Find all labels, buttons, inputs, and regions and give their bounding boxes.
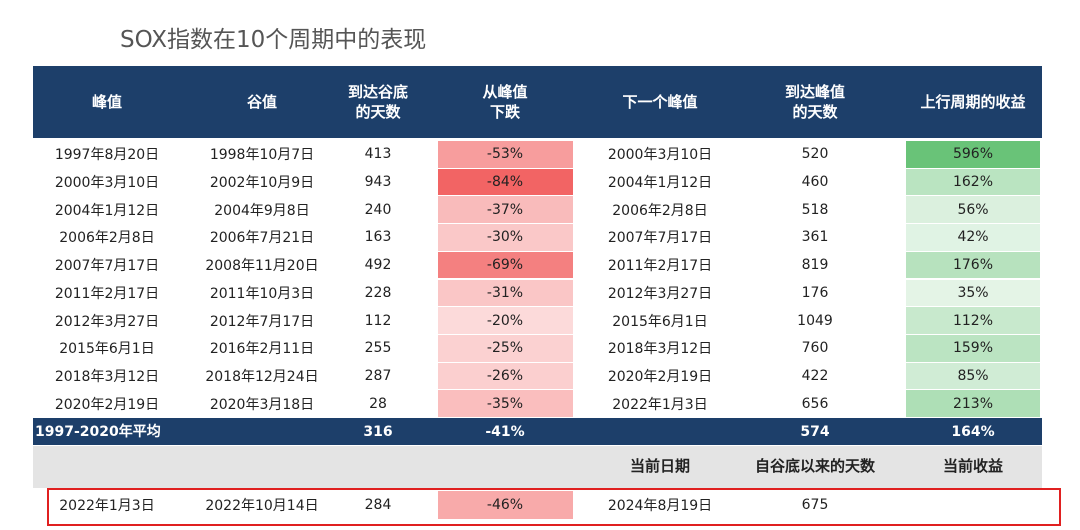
header-cell: 上行周期的收益 [920,93,1026,111]
table-cell: 2012年3月27日 [607,285,713,302]
table-cell: 2018年3月12日 [607,341,713,358]
table-cell: 1997年8月20日 [54,147,160,164]
table-cell: 112 [364,312,392,329]
table-cell: 2011年2月17日 [54,285,160,302]
table-cell: 2006年2月8日 [59,230,155,247]
table-cell: 2012年3月27日 [54,313,160,330]
table-cell: 819 [801,257,829,274]
table-cell: -53% [437,141,573,168]
table-cell: 287 [364,367,392,384]
average-band [33,418,1042,445]
table-cell: 2008年11月20日 [205,258,319,275]
table-cell: -26% [437,362,573,390]
current-cell: 284 [364,497,392,513]
table-cell: 2018年12月24日 [205,368,319,385]
table-cell: 28 [369,395,387,412]
current-header-cell: 当前收益 [942,456,1003,475]
table-cell: 2016年2月11日 [209,341,315,358]
table-cell: 2020年2月19日 [54,396,160,413]
table-cell: 2018年3月12日 [54,368,160,385]
table-cell: 35% [906,279,1040,307]
table-cell: 460 [801,174,829,191]
current-cell: 675 [801,497,829,513]
table-cell: 492 [364,257,392,274]
table-cell: 2007年7月17日 [607,230,713,247]
header-cell: 从峰值 下跌 [482,83,528,121]
current-header-cell: 当前日期 [629,456,690,475]
table-cell: 943 [364,174,392,191]
table-cell: 2015年6月1日 [612,313,708,330]
current-header-band [33,446,1042,488]
table-cell: 228 [364,284,392,301]
table-cell: 596% [906,141,1040,168]
table-cell: 56% [906,196,1040,224]
table-cell: -20% [437,307,573,334]
header-cell: 谷值 [246,93,277,111]
table-cell: 176% [906,251,1040,279]
table-cell: -25% [437,334,573,362]
table-cell: 520 [801,146,829,163]
table-cell: 1049 [797,312,833,329]
table-cell: 413 [364,146,392,163]
table-cell: 2004年1月12日 [607,175,713,192]
table-cell: 2002年10月9日 [209,175,315,192]
table-cell: 2007年7月17日 [54,258,160,275]
table-cell: 2015年6月1日 [59,341,155,358]
table-cell: 213% [906,390,1040,417]
current-cell: 2024年8月19日 [607,498,713,514]
table-cell: 112% [906,307,1040,334]
table-cell: 85% [906,362,1040,390]
table-cell: 162% [906,168,1040,196]
header-cell: 到达谷底 的天数 [347,83,408,121]
header-cell: 峰值 [91,93,122,111]
average-cell: 164% [951,423,995,440]
table-cell: 760 [801,340,829,357]
header-cell: 到达峰值 的天数 [784,83,845,121]
header-band [33,66,1042,138]
table-cell: 2020年2月19日 [607,368,713,385]
table-cell: 2020年3月18日 [209,396,315,413]
table-cell: -30% [437,224,573,251]
table-cell: 2006年2月8日 [612,202,708,219]
table-cell: 2011年2月17日 [607,258,713,275]
table-cell: 2000年3月10日 [54,175,160,192]
table-cell: 159% [906,334,1040,362]
table-cell: 176 [801,284,829,301]
table-cell: -31% [437,279,573,307]
table-cell: -84% [437,168,573,196]
average-cell: 316 [363,423,393,440]
average-cell: -41% [485,423,525,440]
table-cell: 2006年7月21日 [209,230,315,247]
table-cell: 2000年3月10日 [607,147,713,164]
current-header-cell: 自谷底以来的天数 [754,456,875,475]
table-cell: -35% [437,390,573,417]
table-cell: 422 [801,367,829,384]
table-cell: -69% [437,251,573,279]
table-cell: 1998年10月7日 [209,147,315,164]
table-cell: 2012年7月17日 [209,313,315,330]
header-cell: 下一个峰值 [622,93,698,111]
table-cell: 2011年10月3日 [209,285,315,302]
average-cell: 1997-2020年平均 [35,423,161,440]
table-cell: 2022年1月3日 [612,396,708,413]
table-cell: 240 [364,201,392,218]
table-cell: 518 [801,201,829,218]
table-cell: 2004年1月12日 [54,202,160,219]
table-cell: 42% [906,224,1040,251]
table-cell: 255 [364,340,392,357]
table-cell: 2004年9月8日 [214,202,310,219]
table-cell: 656 [801,395,829,412]
current-cell: 2022年1月3日 [59,498,155,514]
current-cell: 2022年10月14日 [205,498,319,514]
highlight-box [47,488,1061,526]
table-cell: 361 [801,229,829,246]
table-cell: -37% [437,196,573,224]
title: SOX指数在10个周期中的表现 [120,27,427,53]
current-cell: -46% [437,491,573,519]
table-cell: 163 [364,229,392,246]
average-cell: 574 [800,423,830,440]
